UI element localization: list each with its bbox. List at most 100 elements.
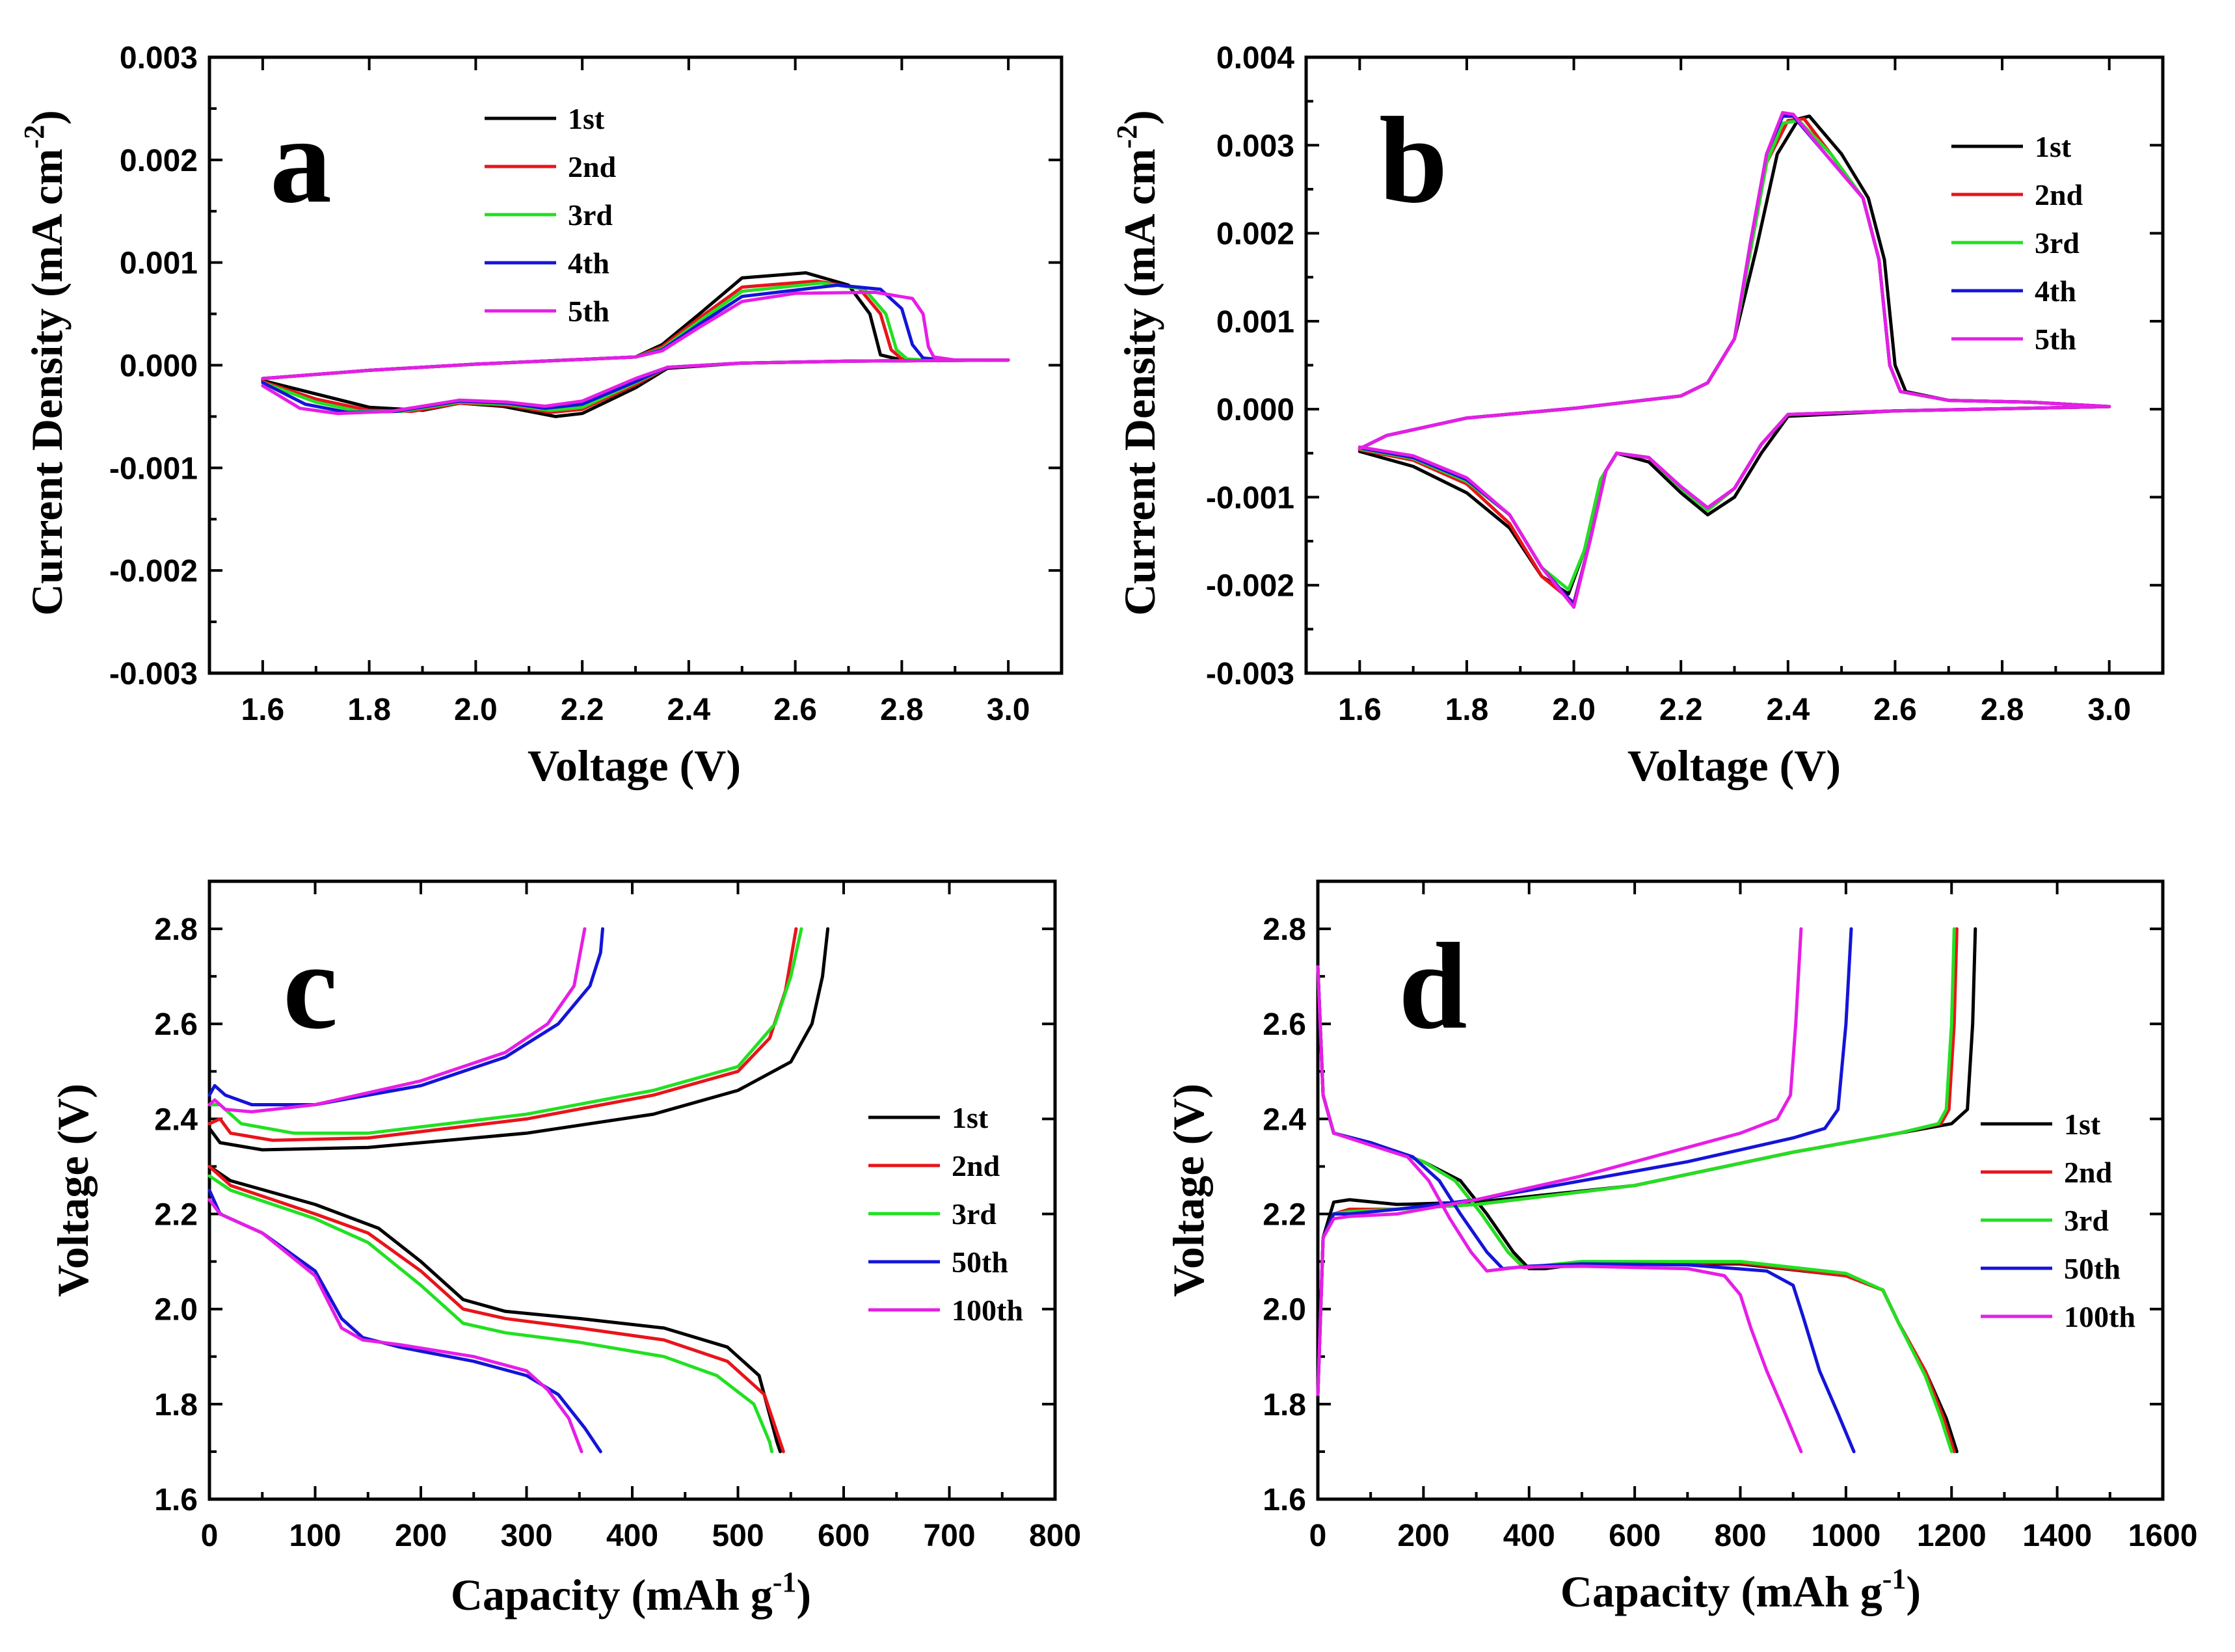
- x-axis-label: Voltage (V): [528, 741, 741, 790]
- panel-letter: b: [1379, 92, 1448, 229]
- panel-b: 1.6 1.8 2.0 2.2 2.4 2.6 2.8 3.0 -0.003 -0.002 -0.0…: [1206, 41, 2165, 727]
- y-tick-label: -0.003: [1206, 657, 1294, 691]
- x-tick-label: 2.4: [1766, 693, 1810, 727]
- x-axis-label: Capacity (mAh g-1): [451, 1566, 811, 1619]
- legend-label-4th: 4th: [568, 246, 609, 280]
- panel-letter: c: [283, 918, 338, 1055]
- panel-letter: d: [1399, 918, 1467, 1055]
- x-tick-label: 500: [712, 1519, 764, 1553]
- plot-frame: [207, 55, 1064, 675]
- x-tick-label: 3.0: [987, 693, 1030, 727]
- y-tick-label: -0.003: [109, 657, 198, 691]
- y-tick-label: 0.003: [120, 41, 198, 75]
- series-50th-charge: [207, 927, 604, 1106]
- legend-label-50th: 50th: [952, 1246, 1008, 1279]
- series-3rd: [1358, 118, 2111, 591]
- y-tick-label: 0.001: [120, 246, 198, 281]
- x-tick-label: 2.6: [1873, 693, 1917, 727]
- legend-label-3rd: 3rd: [2035, 226, 2080, 260]
- x-tick-label: 2.2: [1659, 693, 1703, 727]
- x-tick-label: 200: [1397, 1519, 1449, 1553]
- y-tick-label: 1.6: [154, 1483, 198, 1517]
- legend-label-1st: 1st: [2035, 130, 2072, 163]
- x-tick-label: 300: [500, 1519, 552, 1553]
- y-axis-label: Current Density (mA cm-2): [1111, 110, 1164, 616]
- y-tick-label: 2.6: [1263, 1007, 1306, 1042]
- x-tick-label: 2.8: [1981, 693, 2024, 727]
- x-tick-label: 700: [923, 1519, 975, 1553]
- series-3rd-charge: [207, 927, 803, 1135]
- series-50th-charge: [1316, 927, 1853, 1396]
- x-tick-label: 400: [606, 1519, 658, 1553]
- x-tick-label: 2.8: [880, 693, 924, 727]
- legend-label-2nd: 2nd: [568, 150, 617, 183]
- x-tick-label: 100: [289, 1519, 341, 1553]
- y-tick-label: 0.001: [1216, 305, 1294, 340]
- x-tick-label: 600: [1609, 1519, 1661, 1553]
- y-tick-label: 1.6: [1263, 1483, 1306, 1517]
- legend-label-5th: 5th: [2035, 323, 2076, 356]
- legend-label-3rd: 3rd: [952, 1197, 997, 1231]
- y-tick-label: 2.6: [154, 1007, 198, 1042]
- legend-label-3rd: 3rd: [2064, 1204, 2109, 1237]
- x-axis-label: Voltage (V): [1627, 741, 1841, 790]
- x-tick-label: 1.6: [1338, 693, 1382, 727]
- x-tick-label: 1.8: [1445, 693, 1489, 727]
- x-tick-label: 0: [201, 1519, 219, 1553]
- x-tick-label: 3.0: [2087, 693, 2131, 727]
- series-2nd: [207, 1165, 785, 1454]
- y-axis-label: Current Density (mA cm-2): [18, 110, 72, 616]
- x-tick-label: 1200: [1917, 1519, 1987, 1553]
- series-100th-charge: [1316, 927, 1803, 1396]
- x-tick-label: 1.6: [241, 693, 285, 727]
- series-3rd: [207, 1174, 773, 1454]
- x-axis-label: Capacity (mAh g-1): [1560, 1563, 1921, 1616]
- legend-label-3rd: 3rd: [568, 198, 613, 232]
- series-4th: [1358, 114, 2111, 606]
- x-tick-label: 1400: [2022, 1519, 2092, 1553]
- y-tick-label: 0.000: [1216, 393, 1294, 427]
- y-tick-label: -0.002: [1206, 569, 1294, 604]
- x-tick-label: 800: [1029, 1519, 1081, 1553]
- legend-label-1st: 1st: [2064, 1108, 2101, 1141]
- legend-label-4th: 4th: [2035, 274, 2076, 308]
- x-tick-label: 0: [1309, 1519, 1327, 1553]
- series-2nd: [1358, 117, 2111, 605]
- y-axis-label: Voltage (V): [48, 1084, 98, 1297]
- x-tick-label: 200: [395, 1519, 447, 1553]
- legend-label-50th: 50th: [2064, 1252, 2121, 1285]
- y-tick-label: -0.001: [1206, 481, 1294, 515]
- x-tick-label: 400: [1503, 1519, 1555, 1553]
- legend-label-1st: 1st: [952, 1101, 989, 1134]
- series-50th: [207, 1188, 602, 1454]
- legend-label-2nd: 2nd: [2035, 178, 2083, 211]
- y-tick-label: 0.003: [1216, 129, 1294, 163]
- y-tick-label: 2.0: [1263, 1293, 1306, 1327]
- panel-a: 1.6 1.8 2.0 2.2 2.4 2.6 2.8 3.0 -0.003 -0.002 -0.0…: [109, 41, 1064, 727]
- y-tick-label: 1.8: [1263, 1388, 1306, 1422]
- x-tick-label: 800: [1714, 1519, 1766, 1553]
- legend-label-1st: 1st: [568, 102, 605, 135]
- series-100th: [207, 1198, 583, 1454]
- y-axis-label: Voltage (V): [1164, 1084, 1213, 1297]
- y-tick-label: 2.4: [1263, 1102, 1306, 1137]
- legend-label-100th: 100th: [2064, 1300, 2135, 1333]
- series-5th: [261, 290, 1010, 416]
- y-tick-label: -0.001: [109, 451, 198, 486]
- legend-label-5th: 5th: [568, 295, 609, 328]
- y-tick-label: 2.2: [1263, 1198, 1306, 1232]
- y-tick-label: -0.002: [109, 554, 198, 589]
- x-tick-label: 1600: [2128, 1519, 2198, 1553]
- panel-d: 0 200 400 600 800 1000 1200 1400 1600 1.6 1.8 2.0 2.…: [1263, 879, 2198, 1553]
- x-tick-label: 2.0: [1552, 693, 1596, 727]
- x-tick-label: 2.4: [667, 693, 711, 727]
- legend-label-2nd: 2nd: [2064, 1156, 2113, 1189]
- x-tick-label: 1000: [1811, 1519, 1880, 1553]
- y-tick-label: 0.002: [120, 144, 198, 178]
- y-tick-label: 1.8: [154, 1388, 198, 1422]
- x-tick-label: 2.0: [454, 693, 498, 727]
- legend-label-2nd: 2nd: [952, 1149, 1000, 1182]
- legend-label-100th: 100th: [952, 1294, 1023, 1327]
- y-tick-label: 2.2: [154, 1198, 198, 1232]
